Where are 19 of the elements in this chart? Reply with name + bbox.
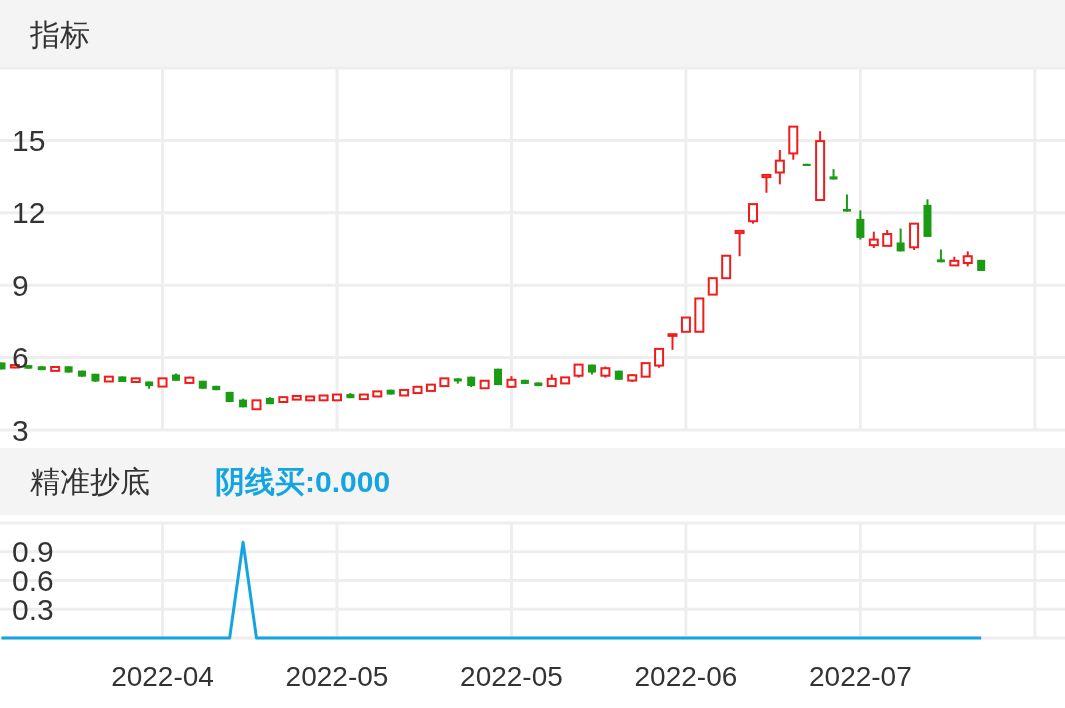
y-tick-label: 12 xyxy=(12,196,46,230)
x-tick-label: 2022-05 xyxy=(285,660,389,692)
candlestick xyxy=(721,254,732,280)
candlestick xyxy=(856,209,865,241)
candlestick xyxy=(654,347,665,369)
y-tick-label: 15 xyxy=(12,123,46,157)
x-tick-label: 2022-05 xyxy=(460,660,563,692)
y-tick-label: 3 xyxy=(12,413,29,447)
candlestick xyxy=(909,222,920,251)
x-tick-label: 2022-06 xyxy=(634,660,738,692)
x-tick-label: 2022-04 xyxy=(111,660,214,692)
candlestick xyxy=(774,149,785,186)
chart-title: 指标 xyxy=(29,17,90,51)
candlestick xyxy=(748,203,759,225)
y-tick-label: 9 xyxy=(12,268,29,302)
chart-title: 精准抄底 xyxy=(30,465,150,498)
x-tick-label: 2022-07 xyxy=(809,660,912,692)
series-label: 阴线买:0.000 xyxy=(215,465,391,498)
candlestick xyxy=(734,229,745,258)
